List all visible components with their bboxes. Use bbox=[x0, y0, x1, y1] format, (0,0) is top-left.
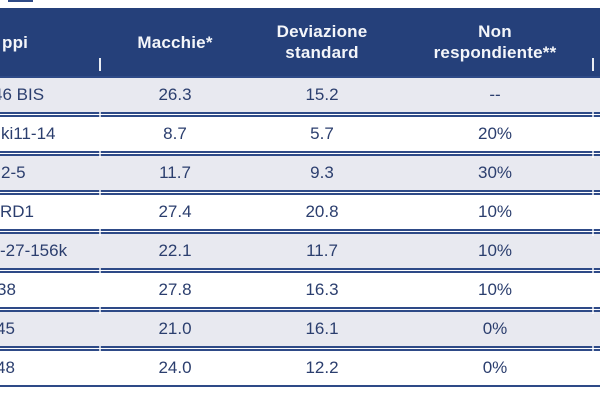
cell-macchie: 24.0 bbox=[158, 358, 192, 377]
row-border-divider-tick bbox=[592, 268, 594, 275]
top-edge-line-artifact bbox=[8, 0, 33, 2]
table-body: 46 BIS 26.3 15.2 -- ki11-14 8.7 5.7 20% 2-5 11.7 9… bbox=[0, 76, 600, 388]
cell-non-respondiente: 0% bbox=[482, 319, 508, 338]
cell-non-respondiente: 0% bbox=[482, 358, 508, 377]
cell-deviazione-standard: 12.2 bbox=[305, 358, 339, 377]
cell-deviazione-standard: 15.2 bbox=[305, 85, 339, 104]
table-row: 48 24.0 12.2 0% bbox=[0, 349, 600, 387]
row-border-divider-tick bbox=[99, 307, 101, 314]
cell-gruppo: ki11-14 bbox=[1, 124, 56, 143]
cell-non-respondiente: 10% bbox=[477, 241, 513, 260]
column-header-gruppi-label: ppi bbox=[2, 32, 29, 52]
cell-deviazione-standard: 20.8 bbox=[305, 202, 339, 221]
table-row: 2-5 11.7 9.3 30% bbox=[0, 154, 600, 192]
cell-gruppo: 2-5 bbox=[1, 163, 26, 182]
table-row: -27-156k 22.1 11.7 10% bbox=[0, 232, 600, 270]
cell-gruppo: RD1 bbox=[0, 202, 35, 221]
table-row: ki11-14 8.7 5.7 20% bbox=[0, 115, 600, 153]
cell-macchie: 8.7 bbox=[163, 124, 187, 143]
row-border-divider-tick bbox=[99, 190, 101, 197]
row-border-divider-tick bbox=[592, 307, 594, 314]
cell-deviazione-standard: 9.3 bbox=[310, 163, 334, 182]
row-border-divider-tick bbox=[99, 151, 101, 158]
cell-macchie: 27.4 bbox=[158, 202, 192, 221]
row-border-divider-tick bbox=[592, 151, 594, 158]
cell-macchie: 11.7 bbox=[159, 163, 191, 182]
row-border-divider-tick bbox=[592, 112, 594, 119]
column-header-non-respondiente: Non respondiente** bbox=[397, 8, 593, 76]
cell-deviazione-standard: 11.7 bbox=[306, 241, 338, 260]
cell-deviazione-standard: 5.7 bbox=[310, 124, 334, 143]
cell-non-respondiente: 20% bbox=[477, 124, 513, 143]
cell-gruppo: 46 BIS bbox=[0, 85, 45, 104]
cell-non-respondiente: 30% bbox=[477, 163, 513, 182]
row-border-divider-tick bbox=[99, 268, 101, 275]
column-header-gruppi: ppi bbox=[0, 8, 103, 76]
table-row: 45 21.0 16.1 0% bbox=[0, 310, 600, 348]
cell-non-respondiente: -- bbox=[489, 85, 501, 104]
column-divider-tick-right bbox=[592, 58, 594, 71]
row-border-divider-tick bbox=[99, 346, 101, 353]
cell-deviazione-standard: 16.3 bbox=[305, 280, 339, 299]
table-row: 46 BIS 26.3 15.2 -- bbox=[0, 76, 600, 114]
cell-non-respondiente: 10% bbox=[477, 280, 513, 299]
table-row: 38 27.8 16.3 10% bbox=[0, 271, 600, 309]
table-header-row: ppi Macchie* Deviazione standard Non res… bbox=[0, 8, 600, 76]
row-border-divider-tick bbox=[592, 346, 594, 353]
cell-macchie: 26.3 bbox=[158, 85, 192, 104]
cell-macchie: 27.8 bbox=[158, 280, 192, 299]
cell-deviazione-standard: 16.1 bbox=[305, 319, 339, 338]
column-header-non-respondiente-label: Non respondiente** bbox=[433, 22, 557, 62]
column-divider-tick-left bbox=[99, 58, 101, 71]
row-border-divider-tick bbox=[592, 190, 594, 197]
row-border-divider-tick bbox=[99, 112, 101, 119]
table-row: RD1 27.4 20.8 10% bbox=[0, 193, 600, 231]
cell-gruppo: 45 bbox=[0, 319, 15, 338]
column-header-deviazione-standard: Deviazione standard bbox=[247, 8, 397, 76]
cell-macchie: 21.0 bbox=[158, 319, 192, 338]
cell-gruppo: -27-156k bbox=[0, 241, 68, 260]
cell-gruppo: 48 bbox=[0, 358, 15, 377]
column-header-macchie-label: Macchie* bbox=[137, 32, 213, 52]
cell-non-respondiente: 10% bbox=[477, 202, 513, 221]
row-border-divider-tick bbox=[592, 229, 594, 236]
column-header-deviazione-standard-label: Deviazione standard bbox=[276, 22, 368, 62]
row-border-divider-tick bbox=[99, 229, 101, 236]
cell-macchie: 22.1 bbox=[158, 241, 192, 260]
column-header-macchie: Macchie* bbox=[103, 8, 247, 76]
cell-gruppo: 38 bbox=[0, 280, 16, 299]
